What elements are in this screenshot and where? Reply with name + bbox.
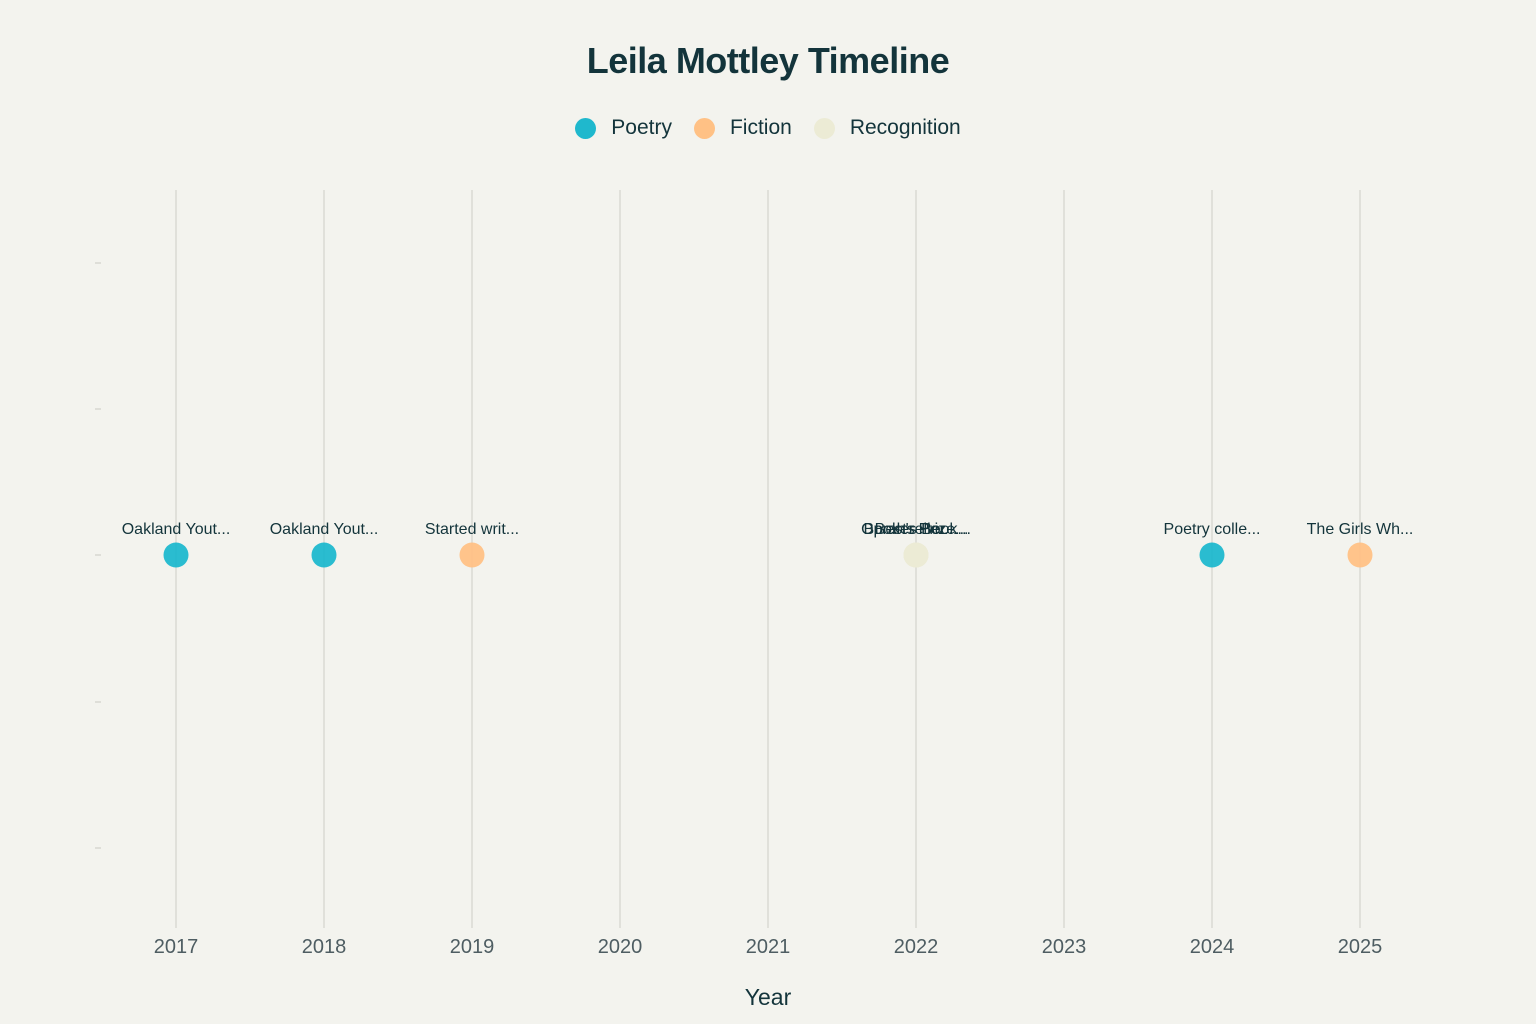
point-label-poetry-1: Oakland Yout... [270, 521, 379, 538]
x-tick-label-2022: 2022 [894, 936, 939, 958]
point-label-poetry-0: Oakland Yout... [122, 521, 231, 538]
legend-label-fiction: Fiction [729, 116, 792, 139]
point-label-poetry-2: Poetry colle... [1164, 521, 1261, 538]
legend: Poetry Fiction Recognition [0, 116, 1536, 140]
x-tick-label-2019: 2019 [450, 936, 495, 958]
x-tick-label-2020: 2020 [598, 936, 643, 958]
x-tick-label-2024: 2024 [1190, 936, 1235, 958]
legend-label-recognition: Recognition [849, 116, 961, 139]
x-axis-label: Year [744, 984, 792, 1010]
point-label-recognition-0: Booker Prize... [864, 521, 969, 538]
point-label-fiction-0: Started writ... [425, 521, 519, 538]
legend-item-poetry[interactable]: Poetry [575, 116, 672, 140]
point-recognition-2 [903, 542, 929, 568]
x-tick-label-2021: 2021 [746, 936, 791, 958]
legend-swatch-poetry [575, 117, 597, 139]
chart-title: Leila Mottley Timeline [586, 40, 950, 81]
point-fiction-0 [459, 542, 485, 568]
point-label-fiction-1: The Girls Wh... [1307, 521, 1414, 538]
point-label-recognition-1: Oprah's Book... [861, 521, 971, 538]
legend-item-recognition[interactable]: Recognition [813, 116, 961, 140]
x-tick-label-2017: 2017 [154, 936, 199, 958]
legend-swatch-fiction [693, 117, 715, 139]
x-tick-label-2025: 2025 [1338, 936, 1383, 958]
point-poetry-0 [163, 542, 189, 568]
x-tick-label-2018: 2018 [302, 936, 347, 958]
x-tick-label-2023: 2023 [1042, 936, 1087, 958]
legend-label-poetry: Poetry [611, 116, 672, 139]
legend-item-fiction[interactable]: Fiction [693, 116, 792, 140]
point-label-recognition-2: Bestseller... [875, 521, 958, 538]
point-poetry-1 [311, 542, 337, 568]
point-fiction-1 [1347, 542, 1373, 568]
legend-swatch-recognition [813, 117, 835, 139]
point-poetry-2 [1199, 542, 1225, 568]
